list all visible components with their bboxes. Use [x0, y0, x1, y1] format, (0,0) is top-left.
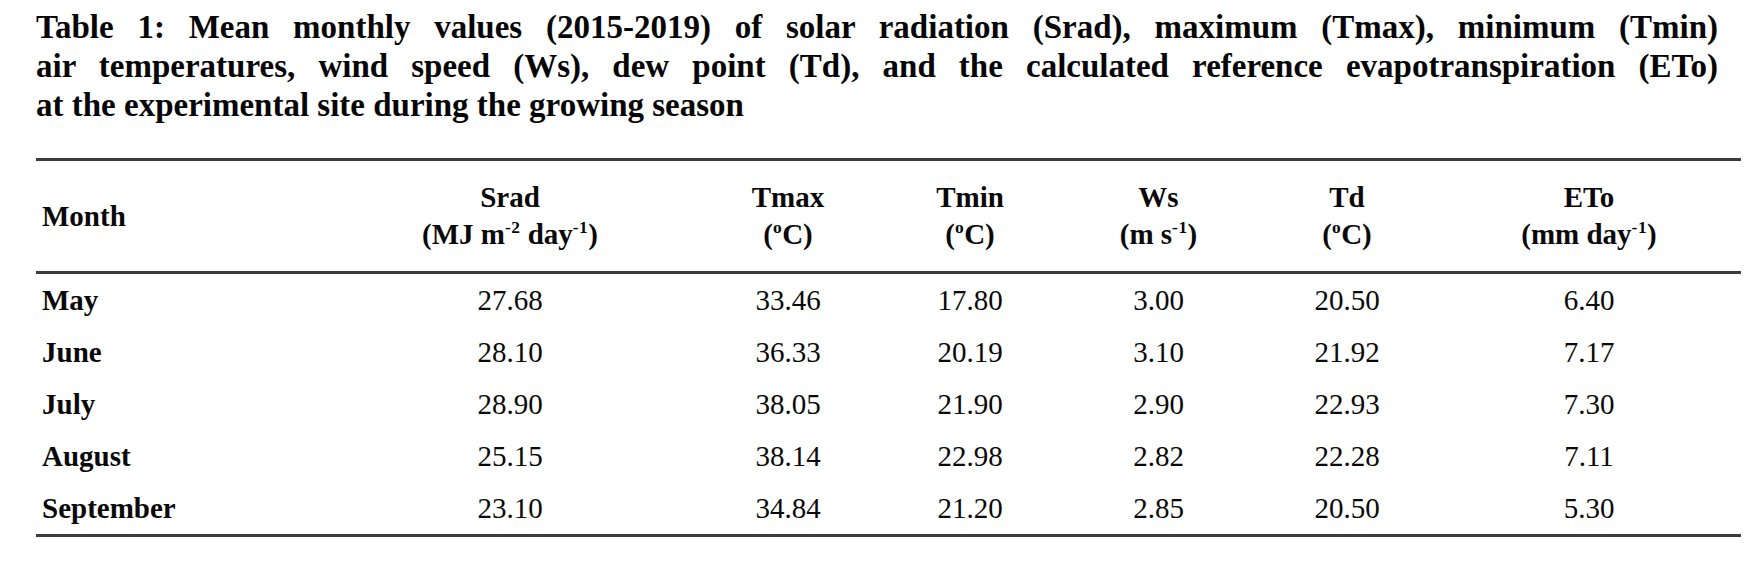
cell-value: 23.10	[324, 482, 696, 536]
cell-value: 21.90	[880, 378, 1060, 430]
cell-value: 7.11	[1437, 430, 1741, 482]
col-name: Ws	[1060, 179, 1257, 216]
col-header-month: Month	[36, 160, 324, 273]
col-header-td: Td (oC)	[1257, 160, 1437, 273]
table-caption-line-3: at the experimental site during the grow…	[36, 86, 1718, 125]
cell-value: 6.40	[1437, 273, 1741, 327]
table-caption-line-1: Table 1: Mean monthly values (2015-2019)…	[36, 8, 1718, 47]
col-name: Srad	[324, 179, 696, 216]
table-row-july: July 28.90 38.05 21.90 2.90 22.93 7.30	[36, 378, 1741, 430]
cell-value: 34.84	[696, 482, 880, 536]
row-header-month: July	[36, 378, 324, 430]
cell-value: 21.92	[1257, 326, 1437, 378]
cell-value: 2.90	[1060, 378, 1257, 430]
cell-value: 27.68	[324, 273, 696, 327]
table-row-august: August 25.15 38.14 22.98 2.82 22.28 7.11	[36, 430, 1741, 482]
cell-value: 21.20	[880, 482, 1060, 536]
col-header-srad: Srad (MJ m-2 day-1)	[324, 160, 696, 273]
cell-value: 22.98	[880, 430, 1060, 482]
cell-value: 17.80	[880, 273, 1060, 327]
cell-value: 2.85	[1060, 482, 1257, 536]
col-unit: (oC)	[1257, 216, 1437, 253]
cell-value: 20.50	[1257, 273, 1437, 327]
col-unit: (m s-1)	[1060, 216, 1257, 253]
table-row-may: May 27.68 33.46 17.80 3.00 20.50 6.40	[36, 273, 1741, 327]
cell-value: 25.15	[324, 430, 696, 482]
col-header-tmax: Tmax (oC)	[696, 160, 880, 273]
cell-value: 28.10	[324, 326, 696, 378]
weather-data-table: Month Srad (MJ m-2 day-1) Tmax (oC) Tmin…	[36, 158, 1741, 537]
cell-value: 3.10	[1060, 326, 1257, 378]
cell-value: 2.82	[1060, 430, 1257, 482]
col-header-eto: ETo (mm day-1)	[1437, 160, 1741, 273]
cell-value: 3.00	[1060, 273, 1257, 327]
cell-value: 36.33	[696, 326, 880, 378]
table-row-june: June 28.10 36.33 20.19 3.10 21.92 7.17	[36, 326, 1741, 378]
col-unit: (mm day-1)	[1437, 216, 1741, 253]
row-header-month: May	[36, 273, 324, 327]
col-header-ws: Ws (m s-1)	[1060, 160, 1257, 273]
col-name: ETo	[1437, 179, 1741, 216]
cell-value: 33.46	[696, 273, 880, 327]
cell-value: 22.28	[1257, 430, 1437, 482]
col-name: Tmin	[880, 179, 1060, 216]
table-caption: Table 1: Mean monthly values (2015-2019)…	[36, 8, 1718, 125]
cell-value: 5.30	[1437, 482, 1741, 536]
header-row: Month Srad (MJ m-2 day-1) Tmax (oC) Tmin…	[36, 160, 1741, 273]
cell-value: 7.17	[1437, 326, 1741, 378]
row-header-month: September	[36, 482, 324, 536]
col-name: Tmax	[696, 179, 880, 216]
row-header-month: August	[36, 430, 324, 482]
paper-table-figure: Table 1: Mean monthly values (2015-2019)…	[0, 0, 1752, 562]
cell-value: 22.93	[1257, 378, 1437, 430]
cell-value: 7.30	[1437, 378, 1741, 430]
col-unit: (MJ m-2 day-1)	[324, 216, 696, 253]
cell-value: 20.19	[880, 326, 1060, 378]
col-unit: (oC)	[696, 216, 880, 253]
cell-value: 38.14	[696, 430, 880, 482]
col-header-tmin: Tmin (oC)	[880, 160, 1060, 273]
cell-value: 28.90	[324, 378, 696, 430]
cell-value: 38.05	[696, 378, 880, 430]
col-unit: (oC)	[880, 216, 1060, 253]
row-header-month: June	[36, 326, 324, 378]
table-caption-line-2: air temperatures, wind speed (Ws), dew p…	[36, 47, 1718, 86]
cell-value: 20.50	[1257, 482, 1437, 536]
col-name: Td	[1257, 179, 1437, 216]
table-row-september: September 23.10 34.84 21.20 2.85 20.50 5…	[36, 482, 1741, 536]
